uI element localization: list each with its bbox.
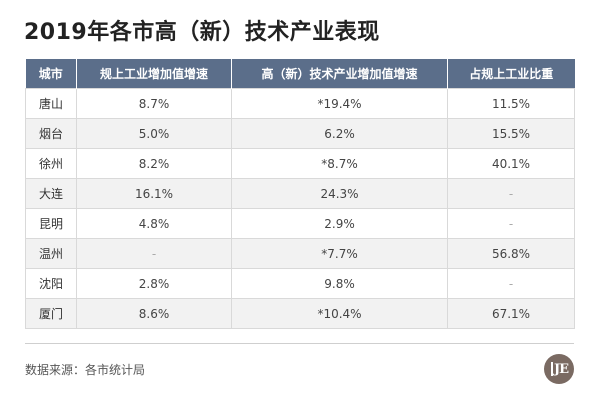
table-row: 大连 16.1% 24.3% - [25, 178, 575, 209]
table-cell: 2.9% [231, 208, 448, 239]
table-cell: 5.0% [76, 118, 232, 149]
table-cell: 6.2% [231, 118, 448, 149]
table-row: 温州 - *7.7% 56.8% [25, 238, 575, 269]
column-header-industrial-growth: 规上工业增加值增速 [76, 59, 232, 89]
table-header-row: 城市 规上工业增加值增速 高（新）技术产业增加值增速 占规上工业比重 [25, 59, 575, 89]
table-cell: 大连 [25, 178, 77, 209]
table-row: 烟台 5.0% 6.2% 15.5% [25, 118, 575, 149]
table-cell: 沈阳 [25, 268, 77, 299]
table-cell: 24.3% [231, 178, 448, 209]
table-row: 厦门 8.6% *10.4% 67.1% [25, 298, 575, 329]
table-cell: 4.8% [76, 208, 232, 239]
table-cell: 8.2% [76, 148, 232, 179]
table-cell: 40.1% [447, 148, 575, 179]
table-cell: 56.8% [447, 238, 575, 269]
table-cell: *7.7% [231, 238, 448, 269]
table-cell: 8.7% [76, 88, 232, 119]
table-cell: 9.8% [231, 268, 448, 299]
table-cell: *10.4% [231, 298, 448, 329]
table-cell: *19.4% [231, 88, 448, 119]
table-cell: 温州 [25, 238, 77, 269]
table-cell: - [447, 178, 575, 209]
table-row: 徐州 8.2% *8.7% 40.1% [25, 148, 575, 179]
table-cell: 16.1% [76, 178, 232, 209]
logo-text: JE [553, 361, 569, 377]
table-cell: 徐州 [25, 148, 77, 179]
table-cell: - [447, 268, 575, 299]
table-cell: 8.6% [76, 298, 232, 329]
table-cell: 唐山 [25, 88, 77, 119]
page-title: 2019年各市高（新）技术产业表现 [24, 20, 380, 45]
table-cell: 厦门 [25, 298, 77, 329]
table-cell: 11.5% [447, 88, 575, 119]
table-cell: *8.7% [231, 148, 448, 179]
publisher-logo-icon: JE [544, 354, 574, 384]
column-header-city: 城市 [25, 59, 77, 89]
table-cell: - [447, 208, 575, 239]
table-cell: 2.8% [76, 268, 232, 299]
table-cell: 15.5% [447, 118, 575, 149]
table-cell: 烟台 [25, 118, 77, 149]
table-cell: - [76, 238, 232, 269]
table-cell: 67.1% [447, 298, 575, 329]
footer-divider [25, 343, 574, 344]
data-table: 城市 规上工业增加值增速 高（新）技术产业增加值增速 占规上工业比重 唐山 8.… [25, 59, 575, 329]
table-row: 昆明 4.8% 2.9% - [25, 208, 575, 239]
column-header-share: 占规上工业比重 [447, 59, 575, 89]
source-note: 数据来源：各市统计局 [25, 363, 146, 377]
table-cell: 昆明 [25, 208, 77, 239]
table-row: 唐山 8.7% *19.4% 11.5% [25, 88, 575, 119]
table-row: 沈阳 2.8% 9.8% - [25, 268, 575, 299]
column-header-hightech-growth: 高（新）技术产业增加值增速 [231, 59, 448, 89]
